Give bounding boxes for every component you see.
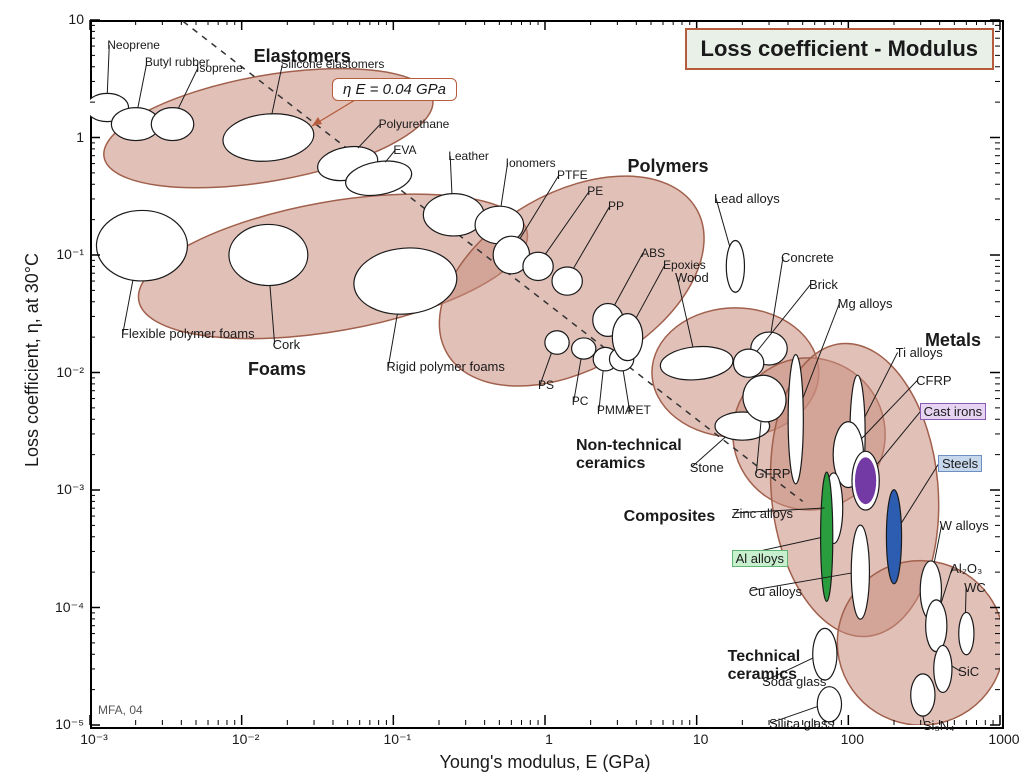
material-label-concrete: Concrete xyxy=(781,250,834,265)
material-label-mg-alloys: Mg alloys xyxy=(838,296,893,311)
y-tick-label: 10⁻² xyxy=(40,364,84,381)
material-label-pe: PE xyxy=(587,184,603,198)
material-label-si-n-: Si₃N₄ xyxy=(923,718,955,733)
y-tick-label: 1 xyxy=(40,129,84,145)
y-tick-label: 10 xyxy=(40,11,84,27)
y-tick-label: 10⁻¹ xyxy=(40,246,84,263)
material-label-al-o-: Al₂O₃ xyxy=(950,561,982,576)
material-label-sic: SiC xyxy=(958,664,979,679)
material-label-pp: PP xyxy=(608,199,624,213)
material-label-pc: PC xyxy=(572,394,589,408)
material-label-ptfe: PTFE xyxy=(557,168,588,182)
material-label-lead-alloys: Lead alloys xyxy=(714,191,780,206)
material-label-ps: PS xyxy=(538,378,554,392)
material-label-flexible-polymer-foams: Flexible polymer foams xyxy=(121,326,255,341)
family-label-metals: Metals xyxy=(925,330,981,351)
material-label-gfrp: GFRP xyxy=(754,466,790,481)
material-label-rigid-polymer-foams: Rigid polymer foams xyxy=(386,359,505,374)
x-tick-label: 100 xyxy=(832,731,872,747)
family-label-technical-ceramics: Technicalceramics xyxy=(728,648,801,684)
material-label-steels: Steels xyxy=(938,455,982,472)
family-label-polymers: Polymers xyxy=(628,156,709,177)
material-label-wc: WC xyxy=(964,580,986,595)
material-label-eva: EVA xyxy=(393,143,416,157)
material-label-zinc-alloys: Zinc alloys xyxy=(732,506,793,521)
y-tick-label: 10⁻⁵ xyxy=(40,716,84,733)
family-label-elastomers: Elastomers xyxy=(254,46,351,67)
material-label-cu-alloys: Cu alloys xyxy=(749,584,802,599)
material-label-ionomers: Ionomers xyxy=(506,156,556,170)
x-tick-label: 10⁻¹ xyxy=(377,731,417,748)
x-tick-label: 1000 xyxy=(984,731,1024,747)
y-tick-label: 10⁻³ xyxy=(40,481,84,498)
family-label-composites: Composites xyxy=(624,508,716,526)
material-label-cfrp: CFRP xyxy=(916,373,951,388)
ashby-chart: Loss coefficient - Modulus η E = 0.04 GP… xyxy=(0,0,1024,783)
x-tick-label: 10⁻² xyxy=(226,731,266,748)
material-label-silica-glass: Silica glass xyxy=(769,716,834,731)
material-label-polyurethane: Polyurethane xyxy=(379,117,450,131)
material-label-w-alloys: W alloys xyxy=(940,518,989,533)
label-layer: 10⁻³ 10⁻² 10⁻¹ 1 10 100 1000 10⁻⁵ 10⁻⁴ 10⁻³ 10⁻² 10… xyxy=(0,0,1024,783)
material-label-pet: PET xyxy=(628,403,651,417)
family-label-non-technical-ceramics: Non-technicalceramics xyxy=(576,437,682,473)
x-tick-label: 1 xyxy=(529,731,569,747)
y-tick-label: 10⁻⁴ xyxy=(40,599,84,616)
material-label-wood: Wood xyxy=(675,270,709,285)
x-tick-label: 10 xyxy=(681,731,721,747)
material-label-cast-irons: Cast irons xyxy=(920,403,987,420)
material-label-cork: Cork xyxy=(273,337,300,352)
material-label-stone: Stone xyxy=(690,460,724,475)
material-label-neoprene: Neoprene xyxy=(107,38,160,52)
material-label-isoprene: Isoprene xyxy=(196,61,243,75)
material-label-abs: ABS xyxy=(641,246,665,260)
material-label-al-alloys: Al alloys xyxy=(732,550,788,567)
x-tick-label: 10⁻³ xyxy=(74,731,114,748)
material-label-leather: Leather xyxy=(448,149,489,163)
material-label-brick: Brick xyxy=(809,277,838,292)
family-label-foams: Foams xyxy=(248,359,306,380)
